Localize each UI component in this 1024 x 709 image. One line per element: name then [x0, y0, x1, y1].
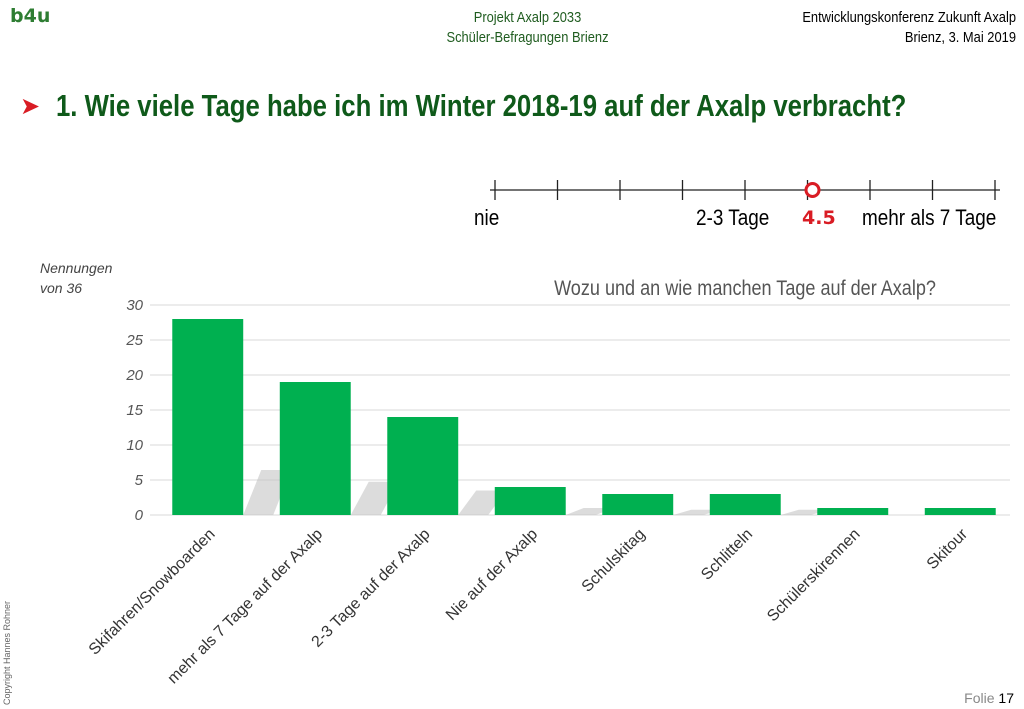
project-title: Projekt Axalp 2033: [473, 9, 582, 26]
scale-label-more-than-seven-days: mehr als 7 Tage: [862, 205, 997, 230]
x-tick-label: Schülerskirennen: [764, 526, 863, 625]
x-tick-label: Skitour: [924, 525, 972, 573]
bar-shadow: [673, 509, 722, 515]
project-subtitle: Schüler-Befragungen Brienz: [446, 29, 609, 46]
bar: [817, 508, 889, 515]
y-tick-label: 20: [125, 367, 143, 384]
question-heading: ➤ 1. Wie viele Tage habe ich im Winter 2…: [20, 86, 1024, 126]
bar: [387, 417, 459, 515]
bar-shadow: [780, 509, 829, 515]
days-scale: nie 2-3 Tage 4.5 mehr als 7 Tage: [470, 170, 1015, 240]
event-date: Brienz, 3. Mai 2019: [904, 29, 1016, 46]
bar-shadow: [243, 470, 292, 515]
bar-shadow: [458, 490, 507, 515]
slide-number: 17: [998, 690, 1014, 706]
bar: [709, 494, 781, 515]
bar-shadow: [350, 481, 399, 515]
x-tick-label: Nie auf der Axalp: [443, 526, 541, 624]
question-text: 1. Wie viele Tage habe ich im Winter 201…: [56, 88, 907, 123]
event-header: Entwicklungskonferenz Zukunft Axalp Brie…: [696, 8, 1016, 48]
y-axis-label-line2: von 36: [40, 280, 83, 296]
bar: [494, 487, 566, 515]
arrowhead-bullet-icon: ➤: [20, 92, 41, 120]
y-tick-label: 0: [135, 507, 144, 524]
b4u-logo: b4u: [10, 5, 50, 26]
y-tick-label: 30: [126, 297, 143, 314]
slide-footer: Folie 17: [964, 690, 1014, 706]
y-axis-label: Nennungen von 36: [40, 258, 140, 298]
y-axis-label-line1: Nennungen: [40, 260, 113, 276]
scale-label-never: nie: [474, 205, 500, 230]
event-title: Entwicklungskonferenz Zukunft Axalp: [802, 9, 1016, 26]
bar: [924, 508, 996, 515]
y-tick-label: 15: [126, 402, 143, 419]
x-tick-label: 2-3 Tage auf der Axalp: [309, 526, 434, 651]
average-marker: [804, 182, 821, 198]
average-value-label: 4.5: [802, 207, 836, 229]
copyright-note: Copyright Hannes Rohner: [2, 600, 12, 705]
slide-label: Folie: [964, 690, 995, 706]
y-tick-label: 5: [135, 472, 144, 489]
bar: [279, 382, 351, 515]
svg-text:b4u: b4u: [10, 5, 50, 26]
bar: [602, 494, 674, 515]
y-tick-label: 25: [125, 332, 143, 349]
project-header: Projekt Axalp 2033 Schüler-Befragungen B…: [400, 8, 655, 48]
x-tick-label: Schlitteln: [698, 526, 756, 584]
chart-title: Wozu und an wie manchen Tage auf der Axa…: [554, 277, 936, 300]
x-tick-label: Skifahren/Snowboarden: [86, 526, 219, 659]
days-scale-line: [490, 180, 1000, 200]
y-tick-label: 10: [126, 437, 143, 454]
scale-label-two-three-days: 2-3 Tage: [696, 205, 770, 230]
x-tick-label: Schulskitag: [579, 526, 649, 596]
bar: [172, 319, 244, 515]
bar-shadow: [565, 508, 614, 515]
